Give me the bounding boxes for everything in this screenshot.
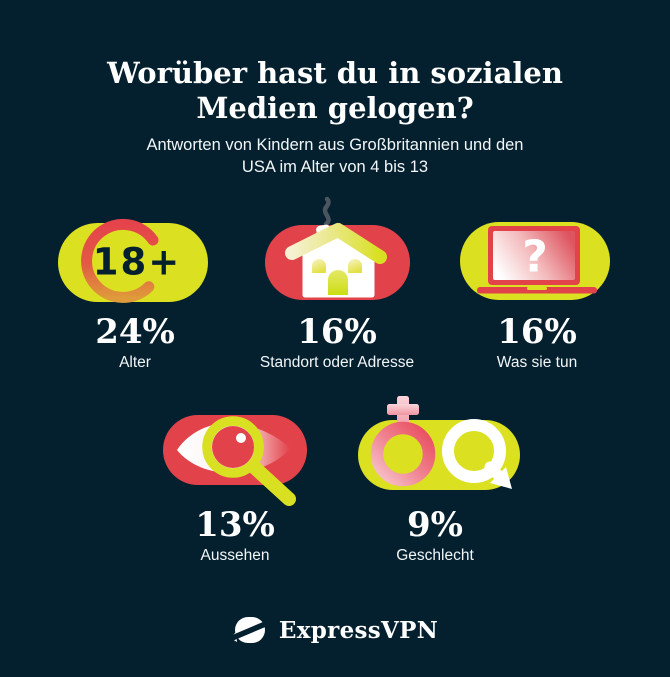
expressvpn-logo: ExpressVPN [0, 613, 670, 647]
laptop-screen [493, 231, 575, 280]
window-right [348, 259, 362, 273]
door [328, 270, 348, 295]
stat-label: Aussehen [200, 547, 270, 564]
expressvpn-logomark-icon [227, 613, 273, 647]
stat-percent: 13% [195, 505, 275, 545]
page-title-line1: Worüber hast du in sozialen [107, 56, 563, 90]
laptop-notch [527, 287, 547, 290]
male-symbol-ring [442, 419, 506, 483]
subtitle-line2: USA im Alter von 4 bis 13 [241, 158, 429, 177]
stat-percent: 24% [95, 312, 175, 352]
house-icon [242, 195, 432, 315]
male-arrow-head [490, 467, 512, 489]
pupil-highlight [236, 433, 246, 443]
laptop-question-icon: ? [442, 195, 632, 315]
eye-magnifier-icon [140, 390, 330, 508]
magnifier-handle [247, 460, 296, 506]
gender-symbols-icon [340, 390, 530, 508]
stat-card-standort: 16% Standort oder Adresse [242, 195, 432, 372]
age-badge-text: 18+ [93, 241, 182, 284]
brand-wordmark: ExpressVPN [278, 616, 439, 644]
question-mark-text: ? [522, 232, 548, 283]
page-title: Worüber hast du in sozialen Medien gelog… [0, 56, 670, 126]
laptop-base [477, 287, 597, 294]
page-title-line2: Medien gelogen? [196, 90, 474, 125]
stat-percent: 16% [497, 312, 577, 352]
stat-card-was-sie-tun: ? 16% Was sie tun [442, 195, 632, 372]
stat-card-geschlecht: 9% Geschlecht [340, 390, 530, 565]
age-18-plus-icon: 18+ [40, 195, 230, 315]
female-cross-horizontal [387, 404, 419, 415]
stat-label: Geschlecht [396, 547, 474, 564]
stat-label: Alter [119, 354, 151, 371]
stat-percent: 16% [297, 312, 377, 352]
magnifier-lens [202, 416, 264, 478]
window-left [312, 259, 326, 273]
roof [285, 223, 387, 264]
pupil [212, 426, 254, 468]
subtitle-line1: Antworten von Kindern aus Großbritannien… [146, 136, 524, 154]
smoke-wisp [322, 196, 331, 227]
subtitle: Antworten von Kindern aus Großbritannien… [95, 134, 575, 179]
female-symbol-ring [370, 421, 436, 487]
stat-label: Was sie tun [496, 354, 578, 371]
stat-card-aussehen: 13% Aussehen [140, 390, 330, 565]
stat-card-alter: 18+ 24% Alter [40, 195, 230, 372]
stat-percent: 9% [407, 505, 463, 545]
stat-label: Standort oder Adresse [259, 354, 415, 371]
